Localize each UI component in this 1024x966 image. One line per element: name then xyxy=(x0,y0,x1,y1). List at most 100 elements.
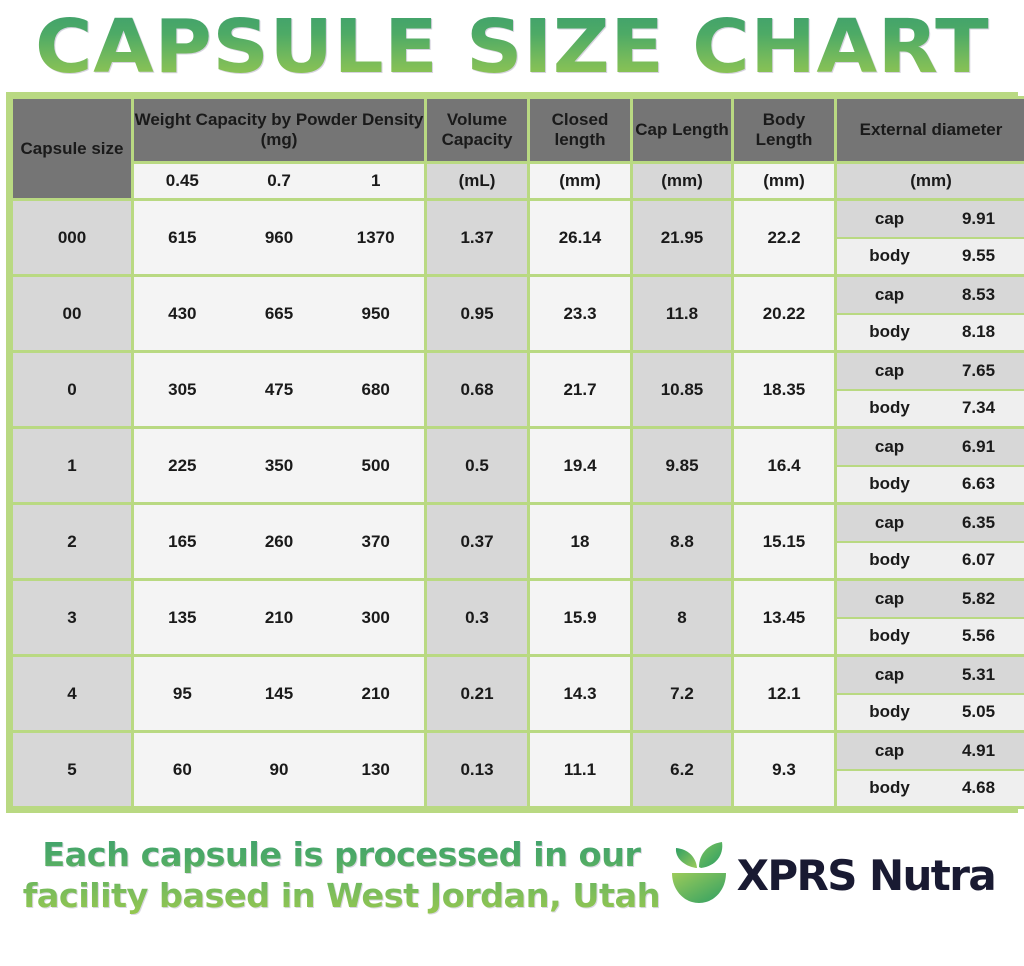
units-row: 0.45 0.7 1 (mL) (mm) (mm) (mm) (mm) xyxy=(13,164,1024,198)
cell-volume-capacity: 0.68 xyxy=(427,353,527,426)
table-row: 2 165 260 370 0.37 18 8.8 15.15 cap 6.35 body 6.07 xyxy=(13,505,1024,578)
ext-label-body: body xyxy=(869,398,910,418)
cell-volume-capacity: 1.37 xyxy=(427,201,527,274)
cell-weight-1: 370 xyxy=(361,531,390,551)
cell-weight-07: 145 xyxy=(264,683,294,703)
cell-volume-capacity: 0.5 xyxy=(427,429,527,502)
cell-weight-07: 210 xyxy=(264,607,294,627)
ext-row-body: body 9.55 xyxy=(837,238,1024,274)
ext-value-body: 6.07 xyxy=(961,550,996,570)
cell-weight-1: 1370 xyxy=(356,227,395,247)
cell-external-diameter: cap 9.91 body 9.55 xyxy=(837,201,1024,274)
ext-label-body: body xyxy=(869,778,910,798)
cell-body-length: 15.15 xyxy=(734,505,834,578)
unit-density-1: 1 xyxy=(370,171,381,190)
cell-external-diameter: cap 7.65 body 7.34 xyxy=(837,353,1024,426)
ext-label-body: body xyxy=(869,550,910,570)
cell-capsule-size: 3 xyxy=(13,581,131,654)
ext-label-cap: cap xyxy=(874,512,905,532)
ext-value-cap: 8.53 xyxy=(961,284,996,304)
cell-weight-capacity: 60 90 130 xyxy=(134,733,424,806)
ext-row-body: body 6.07 xyxy=(837,542,1024,578)
cell-weight-capacity: 430 665 950 xyxy=(134,277,424,350)
cell-external-diameter: cap 6.91 body 6.63 xyxy=(837,429,1024,502)
ext-label-cap: cap xyxy=(874,664,905,684)
cell-volume-capacity: 0.95 xyxy=(427,277,527,350)
page-title: CAPSULE SIZE CHART xyxy=(34,4,990,90)
cell-weight-045: 60 xyxy=(172,759,192,779)
unit-closed-length: (mm) xyxy=(530,164,630,198)
cell-body-length: 9.3 xyxy=(734,733,834,806)
ext-value-cap: 5.31 xyxy=(961,664,996,684)
unit-body-length: (mm) xyxy=(734,164,834,198)
brand-logo: XPRS Nutra xyxy=(668,840,997,911)
cell-external-diameter: cap 5.31 body 5.05 xyxy=(837,657,1024,730)
ext-row-body: body 6.63 xyxy=(837,466,1024,502)
cell-capsule-size: 2 xyxy=(13,505,131,578)
cell-closed-length: 19.4 xyxy=(530,429,630,502)
cell-weight-capacity: 225 350 500 xyxy=(134,429,424,502)
table-body: 000 615 960 1370 1.37 26.14 21.95 22.2 cap 9.91 bo… xyxy=(13,201,1024,806)
cell-closed-length: 23.3 xyxy=(530,277,630,350)
ext-row-cap: cap 6.35 xyxy=(837,505,1024,541)
cell-weight-07: 665 xyxy=(264,303,294,323)
ext-row-cap: cap 8.53 xyxy=(837,277,1024,313)
ext-value-body: 4.68 xyxy=(961,778,996,798)
ext-label-cap: cap xyxy=(874,436,905,456)
unit-volume-capacity: (mL) xyxy=(427,164,527,198)
ext-row-cap: cap 5.31 xyxy=(837,657,1024,693)
ext-value-cap: 9.91 xyxy=(961,208,996,228)
ext-value-body: 5.05 xyxy=(961,702,996,722)
cell-closed-length: 21.7 xyxy=(530,353,630,426)
cell-body-length: 20.22 xyxy=(734,277,834,350)
ext-row-body: body 8.18 xyxy=(837,314,1024,350)
cell-cap-length: 10.85 xyxy=(633,353,731,426)
ext-label-body: body xyxy=(869,474,910,494)
header-cap-length: Cap Length xyxy=(633,99,731,161)
cell-cap-length: 21.95 xyxy=(633,201,731,274)
table-row: 00 430 665 950 0.95 23.3 11.8 20.22 cap 8.53 body 8… xyxy=(13,277,1024,350)
cell-body-length: 16.4 xyxy=(734,429,834,502)
cell-weight-capacity: 135 210 300 xyxy=(134,581,424,654)
cell-weight-045: 305 xyxy=(168,379,197,399)
ext-row-cap: cap 6.91 xyxy=(837,429,1024,465)
cell-weight-045: 135 xyxy=(168,607,197,627)
cell-volume-capacity: 0.37 xyxy=(427,505,527,578)
footer-tagline: Each capsule is processed in our facilit… xyxy=(23,834,660,916)
cell-weight-045: 95 xyxy=(172,683,192,703)
cell-weight-07: 90 xyxy=(269,759,289,779)
cell-weight-045: 615 xyxy=(168,227,197,247)
ext-label-body: body xyxy=(869,626,910,646)
cell-cap-length: 6.2 xyxy=(633,733,731,806)
ext-row-body: body 7.34 xyxy=(837,390,1024,426)
ext-row-body: body 5.56 xyxy=(837,618,1024,654)
table-row: 4 95 145 210 0.21 14.3 7.2 12.1 cap 5.31 body 5.05 xyxy=(13,657,1024,730)
cell-closed-length: 18 xyxy=(530,505,630,578)
cell-capsule-size: 0 xyxy=(13,353,131,426)
ext-value-body: 7.34 xyxy=(961,398,996,418)
cell-weight-07: 260 xyxy=(264,531,294,551)
cell-body-length: 13.45 xyxy=(734,581,834,654)
ext-value-cap: 6.35 xyxy=(961,512,996,532)
cell-body-length: 18.35 xyxy=(734,353,834,426)
cell-capsule-size: 5 xyxy=(13,733,131,806)
ext-value-cap: 6.91 xyxy=(961,436,996,456)
cell-weight-07: 350 xyxy=(264,455,294,475)
ext-label-cap: cap xyxy=(874,740,905,760)
cell-closed-length: 14.3 xyxy=(530,657,630,730)
cell-external-diameter: cap 8.53 body 8.18 xyxy=(837,277,1024,350)
cell-weight-045: 225 xyxy=(168,455,197,475)
cell-capsule-size: 00 xyxy=(13,277,131,350)
footer-tagline-line2: facility based in West Jordan, Utah xyxy=(22,876,660,915)
ext-row-cap: cap 9.91 xyxy=(837,201,1024,237)
cell-weight-capacity: 165 260 370 xyxy=(134,505,424,578)
capsule-size-table-container: Capsule size Weight Capacity by Powder D… xyxy=(6,92,1024,813)
cell-weight-07: 960 xyxy=(264,227,294,247)
cell-volume-capacity: 0.13 xyxy=(427,733,527,806)
footer: Each capsule is processed in our facilit… xyxy=(0,813,1024,929)
ext-label-body: body xyxy=(869,702,910,722)
ext-label-cap: cap xyxy=(874,284,905,304)
ext-value-body: 5.56 xyxy=(961,626,996,646)
unit-density-045: 0.45 xyxy=(165,171,199,190)
ext-label-cap: cap xyxy=(874,360,905,380)
